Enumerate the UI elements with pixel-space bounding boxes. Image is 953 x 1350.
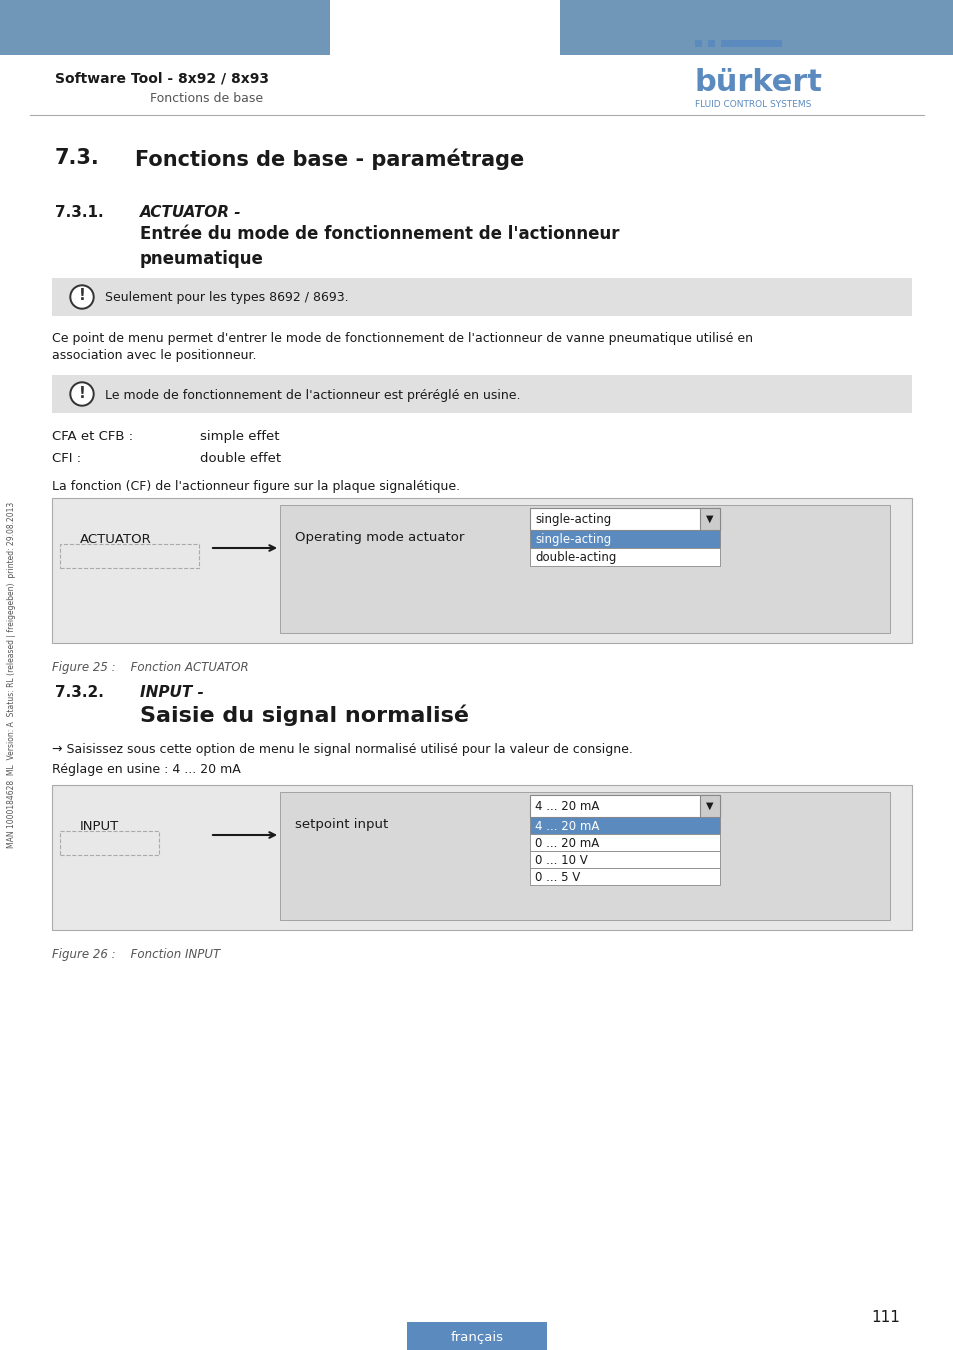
Text: pneumatique: pneumatique (140, 250, 264, 269)
Bar (721, 40, 781, 47)
Text: 4 ... 20 mA: 4 ... 20 mA (535, 819, 598, 833)
Bar (52, 498, 911, 643)
Text: Le mode de fonctionnement de l'actionneur est préréglé en usine.: Le mode de fonctionnement de l'actionneu… (105, 389, 520, 401)
Bar (720, 40, 727, 47)
Circle shape (71, 288, 91, 306)
Circle shape (70, 285, 94, 309)
Text: Software Tool - 8x92 / 8x93: Software Tool - 8x92 / 8x93 (55, 72, 269, 86)
Text: simple effet: simple effet (200, 431, 279, 443)
Text: single-acting: single-acting (535, 533, 611, 545)
Text: ACTUATOR -: ACTUATOR - (140, 205, 241, 220)
Text: ACTUATOR: ACTUATOR (80, 533, 152, 545)
Bar (700, 795, 720, 817)
Text: bürkert: bürkert (695, 68, 822, 97)
Text: 7.3.1.: 7.3.1. (55, 205, 104, 220)
Text: → Saisissez sous cette option de menu le signal normalisé utilisé pour la valeur: → Saisissez sous cette option de menu le… (52, 743, 632, 756)
Text: double-acting: double-acting (535, 551, 616, 564)
Text: setpoint input: setpoint input (294, 818, 388, 832)
Text: single-acting: single-acting (535, 513, 611, 526)
Text: ▼: ▼ (705, 801, 713, 811)
Text: Fonctions de base - paramétrage: Fonctions de base - paramétrage (135, 148, 524, 170)
Text: 0 ... 5 V: 0 ... 5 V (535, 871, 579, 884)
Text: Saisie du signal normalisé: Saisie du signal normalisé (140, 705, 469, 726)
Text: INPUT: INPUT (80, 819, 119, 833)
Bar (707, 40, 714, 47)
Bar (52, 375, 911, 413)
Bar (530, 548, 720, 566)
Bar (530, 508, 720, 531)
Text: FLUID CONTROL SYSTEMS: FLUID CONTROL SYSTEMS (695, 100, 810, 109)
Text: CFI :: CFI : (52, 452, 81, 464)
Text: MAN 1000184628  ML  Version: A  Status: RL (released | freigegeben)  printed: 29: MAN 1000184628 ML Version: A Status: RL … (8, 502, 16, 848)
Bar (0, 0, 330, 55)
Bar (280, 792, 889, 919)
Text: double effet: double effet (200, 452, 281, 464)
Text: INPUT -: INPUT - (140, 684, 204, 701)
Text: Figure 25 :    Fonction ACTUATOR: Figure 25 : Fonction ACTUATOR (52, 662, 249, 674)
Bar (52, 784, 911, 930)
Bar (530, 834, 720, 850)
Text: ▼: ▼ (705, 514, 713, 524)
Text: Fonctions de base: Fonctions de base (150, 92, 263, 105)
Text: La fonction (CF) de l'actionneur figure sur la plaque signalétique.: La fonction (CF) de l'actionneur figure … (52, 481, 459, 493)
Text: CFA et CFB :: CFA et CFB : (52, 431, 133, 443)
Bar (407, 1322, 546, 1350)
Text: 7.3.: 7.3. (55, 148, 100, 167)
Circle shape (71, 383, 91, 404)
Text: Seulement pour les types 8692 / 8693.: Seulement pour les types 8692 / 8693. (105, 292, 348, 305)
Bar (530, 817, 720, 834)
Text: Operating mode actuator: Operating mode actuator (294, 531, 464, 544)
Bar (530, 795, 720, 817)
Text: Entrée du mode de fonctionnement de l'actionneur: Entrée du mode de fonctionnement de l'ac… (140, 225, 618, 243)
Bar (530, 868, 720, 886)
Circle shape (70, 382, 94, 406)
Text: 111: 111 (870, 1310, 899, 1324)
Bar (530, 850, 720, 868)
Bar (530, 531, 720, 548)
Text: Figure 26 :    Fonction INPUT: Figure 26 : Fonction INPUT (52, 948, 220, 961)
Bar (280, 505, 889, 633)
Text: !: ! (78, 386, 86, 401)
Bar (52, 278, 911, 316)
Text: !: ! (78, 289, 86, 304)
Text: Réglage en usine : 4 ... 20 mA: Réglage en usine : 4 ... 20 mA (52, 763, 240, 776)
Bar (700, 508, 720, 531)
Text: Ce point de menu permet d'entrer le mode de fonctionnement de l'actionneur de va: Ce point de menu permet d'entrer le mode… (52, 332, 752, 346)
Text: français: français (450, 1331, 503, 1343)
Text: 7.3.2.: 7.3.2. (55, 684, 104, 701)
Text: 0 ... 20 mA: 0 ... 20 mA (535, 837, 598, 850)
Text: association avec le positionneur.: association avec le positionneur. (52, 350, 256, 362)
Bar (695, 40, 701, 47)
Bar (559, 0, 953, 55)
Text: 0 ... 10 V: 0 ... 10 V (535, 855, 587, 867)
Text: 4 ... 20 mA: 4 ... 20 mA (535, 801, 598, 813)
